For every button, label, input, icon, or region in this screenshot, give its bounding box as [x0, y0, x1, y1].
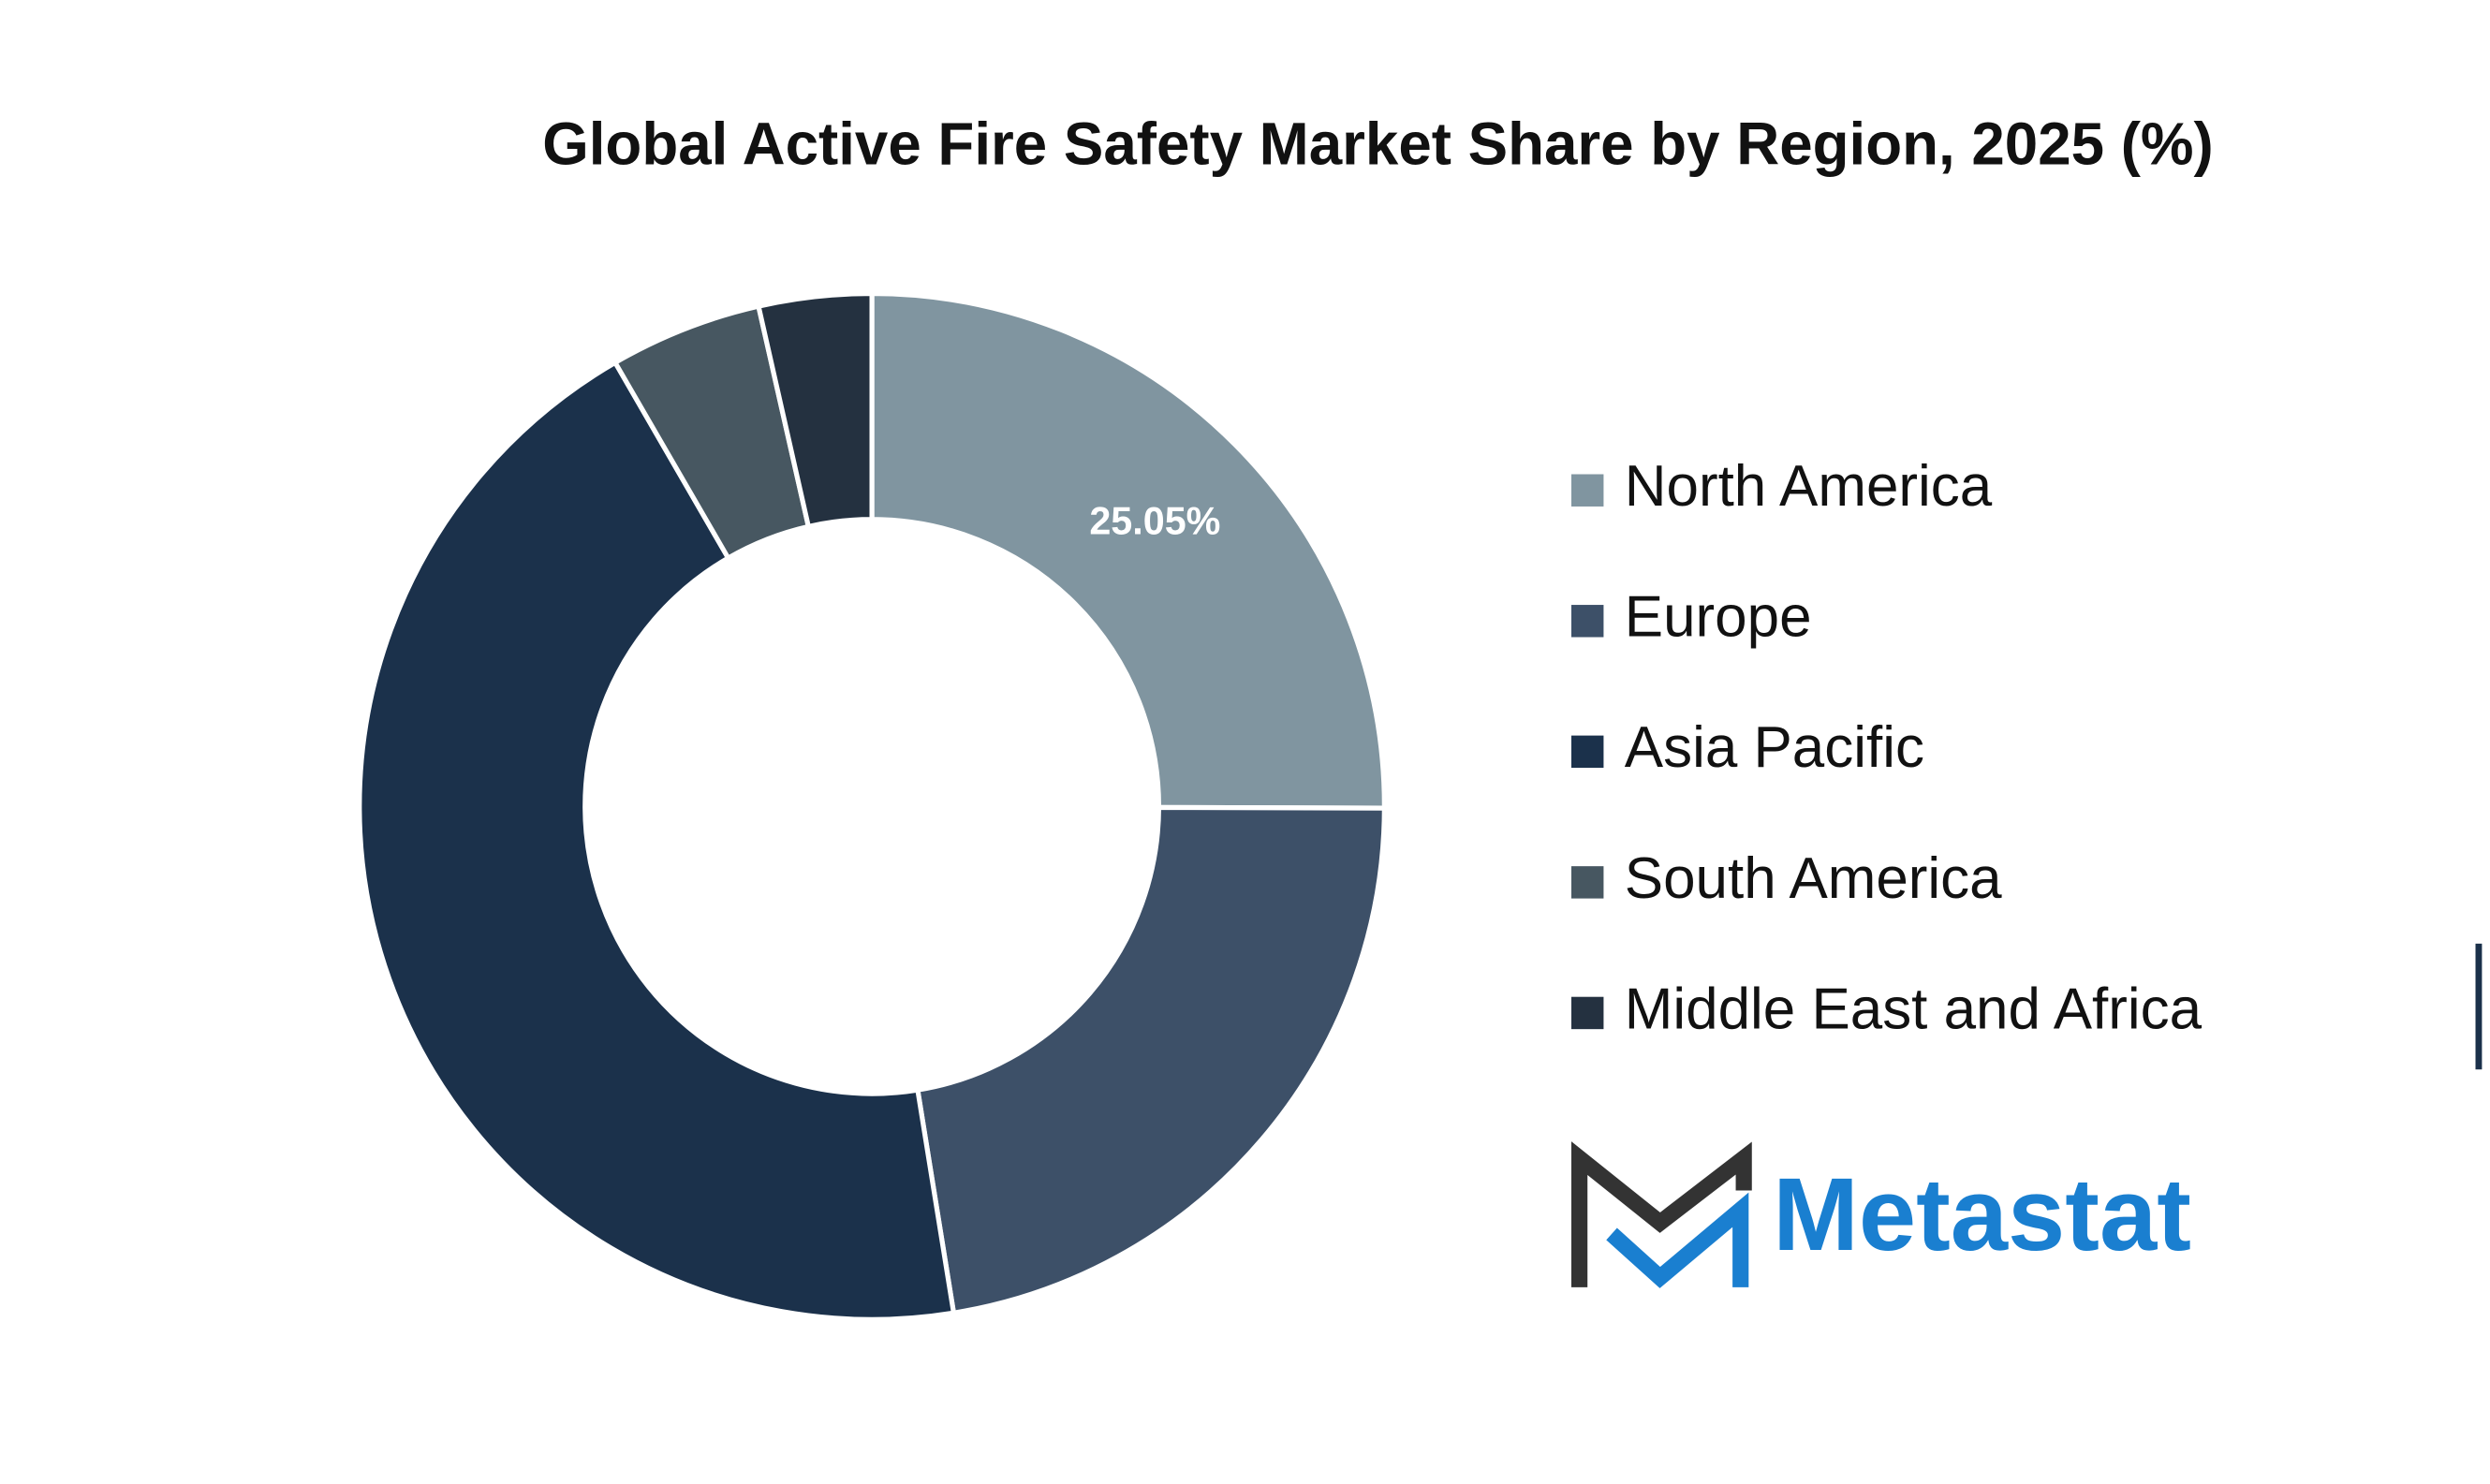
donut-slice	[914, 804, 1387, 1316]
donut-slice	[755, 290, 875, 530]
donut-slice	[357, 359, 957, 1322]
data-label: 25.05%	[1089, 500, 1220, 543]
legend-label: North America	[1625, 454, 1993, 519]
legend-label: Europe	[1625, 585, 1812, 650]
logo-text: Metastat	[1773, 1157, 2191, 1272]
legend-swatch	[1571, 866, 1604, 899]
legend-swatch	[1571, 605, 1604, 638]
donut-slice	[869, 290, 1387, 811]
legend-swatch	[1571, 735, 1604, 769]
chart-title: Global Active Fire Safety Market Share b…	[542, 110, 2214, 177]
legend-label: Asia Pacific	[1625, 715, 1924, 780]
edge-decoration	[2475, 943, 2483, 1070]
logo-m-blue	[1606, 1192, 1749, 1288]
legend-swatch	[1571, 474, 1604, 507]
legend-label: South America	[1625, 846, 2002, 911]
legend-swatch	[1571, 996, 1604, 1030]
legend-label: Middle East and Africa	[1625, 977, 2203, 1041]
logo-icon	[1571, 1141, 1752, 1288]
logo-m-dark	[1571, 1141, 1752, 1287]
